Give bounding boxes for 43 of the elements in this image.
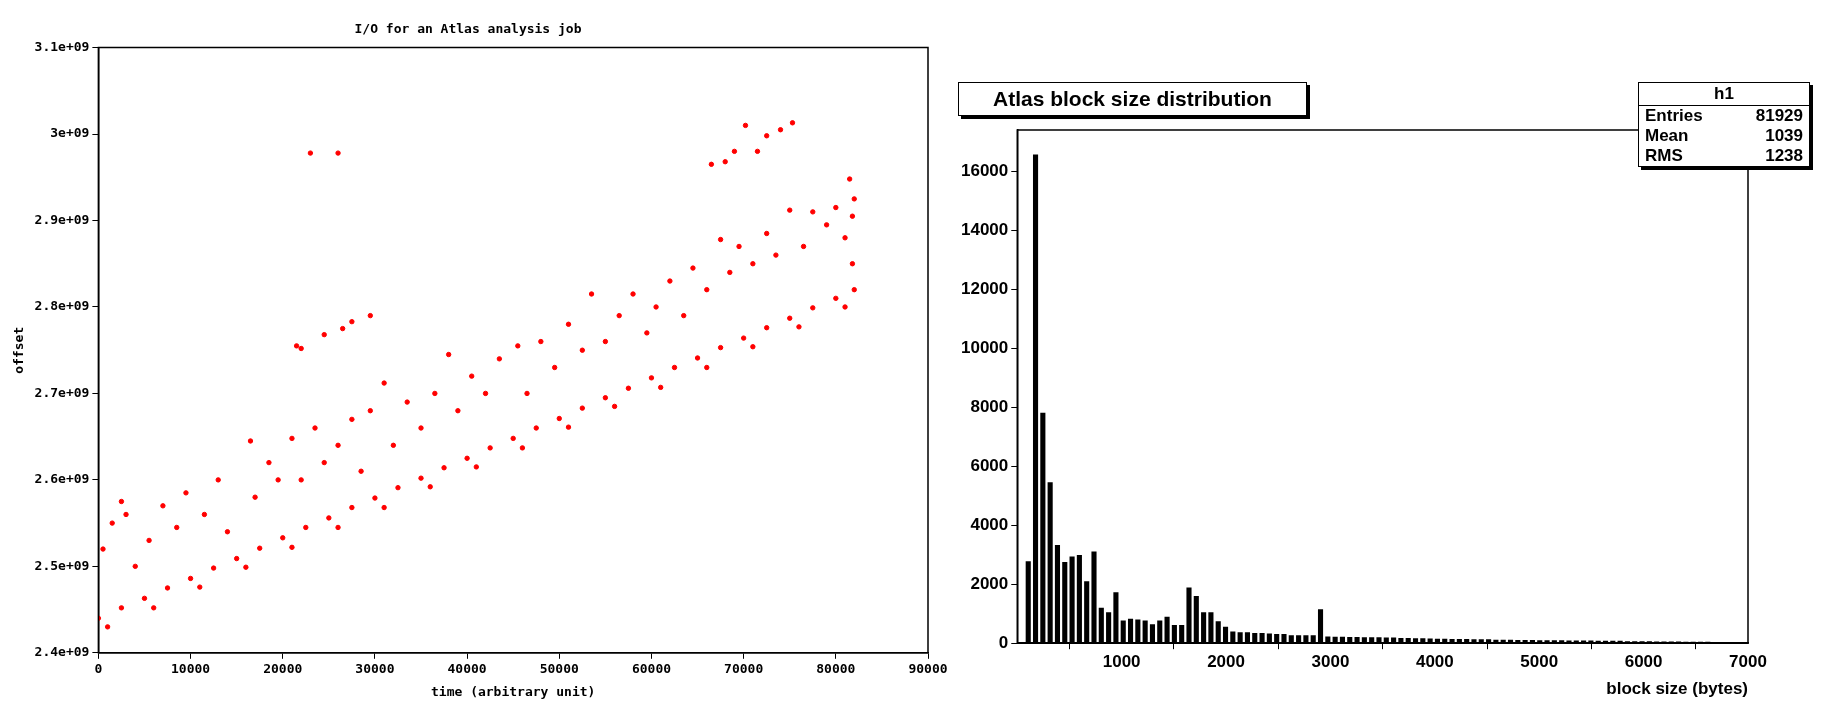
x-tick-label: 30000 <box>355 660 395 676</box>
x-tick-label: 6000 <box>1624 652 1663 672</box>
y-tick-label: 2.9e+09 <box>34 211 90 227</box>
x-tick-label: 20000 <box>263 660 303 676</box>
text: h1 <box>1639 83 1809 106</box>
y-axis-title: offset <box>11 326 27 374</box>
text: Mean 1039 <box>1645 126 1803 145</box>
x-tick-label: 40000 <box>447 660 487 676</box>
x-tick-label: 5000 <box>1520 652 1559 672</box>
x-tick-label: 4000 <box>1415 652 1454 672</box>
y-tick-label: 14000 <box>960 219 1009 239</box>
y-tick-label: 0 <box>998 632 1009 652</box>
x-tick-label: 90000 <box>908 660 948 676</box>
x-tick-label: 10000 <box>171 660 211 676</box>
x-tick-label: 60000 <box>631 660 672 676</box>
y-tick-label: 2.6e+09 <box>34 471 90 487</box>
y-tick-label: 3e+09 <box>50 125 90 141</box>
x-tick-label: 1000 <box>1102 652 1141 672</box>
x-tick-label: 3000 <box>1311 652 1350 672</box>
y-tick-label: 2.5e+09 <box>34 557 90 573</box>
y-tick-label: 3.1e+09 <box>34 38 90 54</box>
y-tick-label: 2.8e+09 <box>34 298 90 314</box>
y-tick-label: 6000 <box>970 455 1009 475</box>
x-tick-label: 70000 <box>724 660 764 676</box>
y-tick-label: 10000 <box>960 337 1009 357</box>
x-axis-title: block size (bytes) <box>1606 679 1748 699</box>
x-tick-label: 80000 <box>816 660 856 676</box>
x-axis-title: time (arbitrary unit) <box>431 683 596 699</box>
chart-title: Atlas block size distribution <box>958 82 1307 116</box>
x-tick-label: 7000 <box>1729 652 1767 672</box>
y-tick-label: 2.4e+09 <box>34 644 90 660</box>
y-tick-label: 16000 <box>960 160 1009 180</box>
y-tick-label: 8000 <box>970 396 1009 416</box>
y-tick-label: 2.7e+09 <box>34 384 90 400</box>
text: Entries 81929 <box>1645 106 1803 125</box>
x-tick-label: 0 <box>94 660 103 676</box>
y-tick-label: 12000 <box>960 278 1009 298</box>
y-tick-label: 4000 <box>970 514 1009 534</box>
chart-title: I/O for an Atlas analysis job <box>354 21 582 37</box>
text: RMS 1238 <box>1645 146 1803 165</box>
x-tick-label: 2000 <box>1207 652 1245 672</box>
x-tick-label: 50000 <box>539 660 580 676</box>
y-tick-label: 2000 <box>970 573 1009 593</box>
